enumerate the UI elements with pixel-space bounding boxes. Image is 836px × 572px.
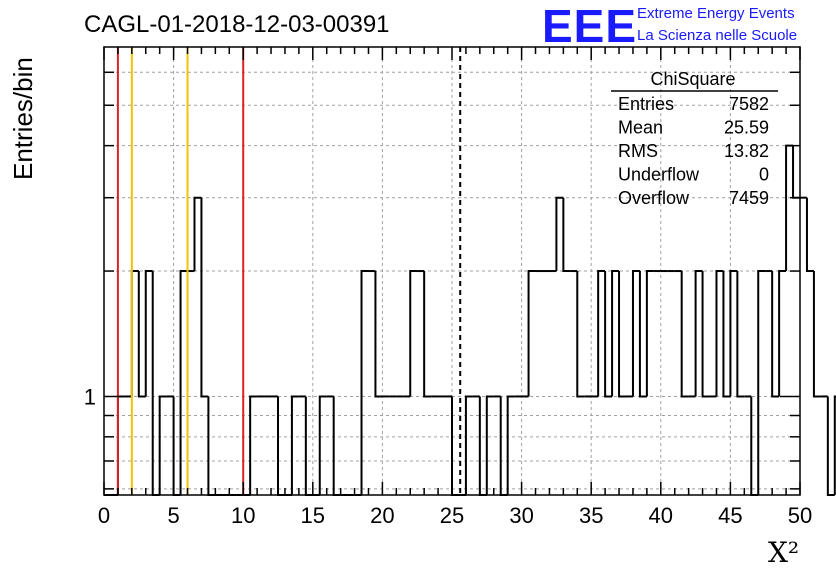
histogram-bin	[249, 395, 258, 495]
stats-box-name: ChiSquare	[650, 69, 735, 89]
histogram-bin	[193, 196, 202, 272]
histogram-bin	[729, 270, 738, 397]
histogram-bin	[750, 396, 759, 496]
histogram-bin	[805, 197, 814, 273]
histogram-bin	[144, 270, 153, 397]
histogram-bin	[332, 396, 341, 496]
histogram	[104, 144, 836, 496]
histogram-bin	[464, 395, 473, 495]
stats-row-label: Entries	[618, 94, 674, 114]
histogram-bin	[207, 396, 216, 496]
vertical-lines	[116, 47, 462, 495]
histogram-bin	[200, 197, 209, 398]
histogram-bin	[631, 270, 640, 397]
eee-logo-text: EEE	[542, 0, 637, 52]
histogram-bin	[757, 270, 766, 495]
histogram-bin	[715, 270, 724, 397]
stats-box: ChiSquare Entries 7582 Mean 25.59 RMS 13.82 Un…	[611, 69, 778, 208]
stats-row-value: 7459	[729, 188, 769, 208]
y-tick-label: 1	[84, 384, 96, 409]
x-tick-label: 45	[718, 503, 742, 528]
histogram-bin	[409, 270, 418, 397]
histogram-bin	[130, 270, 139, 397]
histogram-bin	[318, 395, 327, 495]
histogram-bin	[277, 396, 285, 496]
histogram-bin	[778, 270, 787, 397]
x-tick-label: 10	[231, 503, 255, 528]
histogram-bin	[374, 271, 383, 398]
histogram-bin	[137, 271, 146, 398]
histogram-bin	[771, 271, 780, 398]
x-tick-label: 50	[788, 503, 812, 528]
histogram-bin	[597, 270, 606, 397]
histogram-bin	[826, 396, 835, 496]
histogram-bin	[701, 271, 710, 398]
stats-row-value: 0	[759, 165, 769, 185]
histogram-bin	[290, 395, 299, 495]
x-tick-label: 35	[579, 503, 603, 528]
histogram-bin	[360, 270, 369, 495]
histogram-bin	[485, 395, 494, 495]
eee-logo-line2: La Scienza nelle Scuole	[637, 27, 797, 44]
histogram-bin	[812, 271, 821, 398]
axis-ticks: 0 5 10 15 20 25 30 35 40 45 50 1	[84, 47, 812, 528]
histogram-bin	[158, 395, 167, 495]
histogram-bin	[722, 271, 731, 398]
x-tick-label: 25	[440, 503, 464, 528]
stats-row-value: 7582	[729, 94, 769, 114]
histogram-bin	[555, 196, 564, 272]
x-axis-label: X²	[768, 536, 799, 569]
histogram-bin	[792, 145, 800, 199]
chart-title: CAGL-01-2018-12-03-00391	[84, 11, 390, 38]
histogram-bin	[116, 395, 125, 495]
histogram-bin	[562, 197, 571, 273]
histogram-bin	[736, 271, 745, 398]
histogram-bin	[499, 396, 508, 496]
histogram-bin	[680, 271, 689, 398]
x-tick-label: 5	[167, 503, 179, 528]
stats-row-label: Underflow	[618, 165, 700, 185]
histogram-bin	[694, 270, 703, 397]
eee-logo: EEE Extreme Energy Events La Scienza nel…	[542, 0, 797, 52]
histogram-bin	[611, 270, 620, 397]
histogram-bin	[506, 395, 515, 495]
histogram-bin	[478, 396, 487, 496]
x-tick-label: 40	[649, 503, 673, 528]
x-tick-label: 20	[370, 503, 394, 528]
histogram-bin	[172, 396, 181, 496]
x-tick-label: 0	[98, 503, 110, 528]
stats-row-value: 13.82	[724, 141, 769, 161]
stats-row-value: 25.59	[724, 118, 769, 138]
stats-row-label: Mean	[618, 118, 663, 138]
y-axis-label: Entries/bin	[8, 57, 38, 180]
x-tick-label: 15	[301, 503, 325, 528]
histogram-bin	[785, 144, 794, 272]
histogram-bin	[638, 271, 647, 398]
histogram-bin	[576, 271, 585, 398]
histogram-bin	[618, 271, 626, 398]
histogram-bin	[604, 271, 613, 398]
histogram-bin	[645, 270, 654, 397]
histogram-bin	[527, 270, 536, 397]
stats-row-label: RMS	[618, 141, 658, 161]
eee-logo-line1: Extreme Energy Events	[637, 5, 795, 22]
histogram-bin	[304, 396, 313, 496]
stats-rows: Entries 7582 Mean 25.59 RMS 13.82 Underflow 0 Ov…	[618, 94, 769, 208]
stats-row-label: Overflow	[618, 188, 690, 208]
histogram-bin	[423, 271, 432, 398]
histogram-bin	[451, 396, 459, 496]
histogram-bin	[833, 395, 836, 495]
histogram-bin	[179, 270, 188, 495]
x-tick-label: 30	[509, 503, 533, 528]
